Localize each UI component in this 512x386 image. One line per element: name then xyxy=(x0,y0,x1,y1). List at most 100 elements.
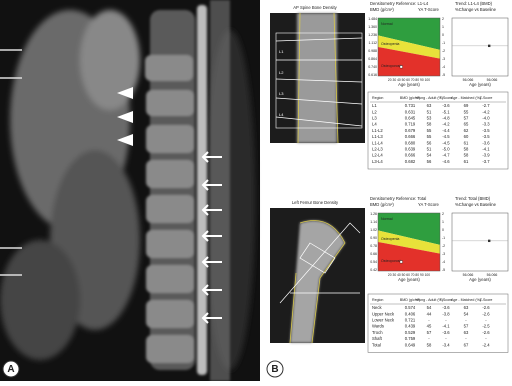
table-header: Z-Score xyxy=(480,96,493,100)
table-cell: -5.0 xyxy=(442,147,450,152)
label: 1.02 xyxy=(370,228,377,232)
table-cell: 58 xyxy=(464,147,469,152)
label: 2 xyxy=(442,212,444,216)
table-cell: -5.1 xyxy=(442,109,450,114)
label: 0 xyxy=(442,228,444,232)
table-cell: -3.3 xyxy=(482,122,490,127)
table-cell: -3.5 xyxy=(482,128,490,133)
table-cell: 61 xyxy=(464,140,469,145)
trend-frame xyxy=(451,17,509,77)
label: 56.066 xyxy=(463,78,474,82)
panel-label: B xyxy=(271,364,278,375)
panel-label: A xyxy=(7,364,14,375)
label: -4 xyxy=(442,65,445,69)
label: 0 xyxy=(442,33,444,37)
label: -3 xyxy=(442,252,445,256)
zone-normal xyxy=(378,18,440,50)
label: Left Femur Bone Density xyxy=(292,200,339,205)
table-cell: L2 xyxy=(372,109,377,114)
table-cell: 45 xyxy=(427,324,432,329)
table-cell: 65 xyxy=(464,122,469,127)
label: Densitometry Reference: Total xyxy=(370,196,426,201)
label: 0.42 xyxy=(370,268,377,272)
table-cell: Upper Neck xyxy=(372,311,395,316)
table-cell: 55 xyxy=(427,128,432,133)
roi-line xyxy=(275,116,363,127)
table-header: Young - Adult (%) xyxy=(415,298,443,302)
zone-osteoporosis xyxy=(378,242,440,271)
table-cell: -3.6 xyxy=(442,330,450,335)
table-cell: - xyxy=(485,336,487,341)
table-cell: Wards xyxy=(372,324,384,329)
table-cell: 58 xyxy=(464,153,469,158)
trend-point xyxy=(488,44,491,48)
label: -4 xyxy=(442,260,445,264)
table-cell: L1-L3 xyxy=(372,134,383,139)
table-cell: Total xyxy=(372,342,381,347)
table-cell: 0.666 xyxy=(405,153,416,158)
label: Age (years) xyxy=(398,82,420,87)
chart-frame xyxy=(377,212,441,272)
label: 56.066 xyxy=(463,273,474,277)
label: 0.740 xyxy=(368,65,377,69)
table-cell: -2.5 xyxy=(482,324,490,329)
table-cell: Troch xyxy=(372,330,383,335)
table-cell: 67 xyxy=(464,342,469,347)
table-header: Region xyxy=(372,298,383,302)
table-cell: 57 xyxy=(464,324,469,329)
table-cell: 0.639 xyxy=(405,147,416,152)
table-cell: L4 xyxy=(372,122,377,127)
chart-frame xyxy=(377,17,441,77)
label: -2 xyxy=(442,244,445,248)
label: 20 30 40 50 60 70 80 90 100 xyxy=(388,78,430,82)
label: 1.484 xyxy=(368,17,377,21)
table-cell: -3.6 xyxy=(482,140,490,145)
table-cell: -2.7 xyxy=(482,103,490,108)
table-cell: 57 xyxy=(464,116,469,121)
label: 0.864 xyxy=(368,57,377,61)
table-cell: 0.682 xyxy=(405,159,416,164)
label: Age (years) xyxy=(469,277,491,282)
label: -5 xyxy=(442,73,445,77)
table-cell: 55 xyxy=(464,109,469,114)
label: 1 xyxy=(442,25,444,29)
label: 0.988 xyxy=(368,49,377,53)
table-cell: - xyxy=(465,336,467,341)
patient-marker xyxy=(399,65,403,69)
table-cell: 63 xyxy=(464,305,469,310)
table-header: Region xyxy=(372,96,383,100)
table-frame xyxy=(367,293,509,353)
label: 2 xyxy=(442,17,444,21)
label: Age (years) xyxy=(398,277,420,282)
table-cell: Lower Neck xyxy=(372,318,395,323)
label: 56.066 xyxy=(487,273,498,277)
table-cell: 0.574 xyxy=(405,305,416,310)
trend-point xyxy=(488,239,491,243)
table-cell: - xyxy=(428,336,430,341)
table-header: BMD (g/cm²) xyxy=(400,96,420,100)
label: L1 xyxy=(279,49,284,54)
label: YA T-Score xyxy=(418,202,439,207)
table-cell: L3-L4 xyxy=(372,159,383,164)
table-cell: -2.6 xyxy=(482,305,490,310)
table-cell: - xyxy=(485,318,487,323)
table-cell: 54 xyxy=(427,305,432,310)
table-cell: 55 xyxy=(427,134,432,139)
label: 1.14 xyxy=(370,220,377,224)
table-cell: 56 xyxy=(427,159,432,164)
patient-marker xyxy=(399,260,403,264)
table-cell: -3.9 xyxy=(482,153,490,158)
table-cell: -3.6 xyxy=(442,305,450,310)
table-header: BMD (g/cm²) xyxy=(400,298,420,302)
label: %Change vs Baseline xyxy=(455,202,497,207)
table-cell: - xyxy=(445,318,447,323)
table-cell: -4.8 xyxy=(442,116,450,121)
roi-outline xyxy=(297,12,339,144)
label: -1 xyxy=(442,236,445,240)
label: 0.616 xyxy=(368,73,377,77)
table-cell: 63 xyxy=(427,103,432,108)
table-cell: 61 xyxy=(464,159,469,164)
label: Densitometry Reference: L1-L4 xyxy=(370,1,429,6)
table-cell: 0.731 xyxy=(405,103,416,108)
